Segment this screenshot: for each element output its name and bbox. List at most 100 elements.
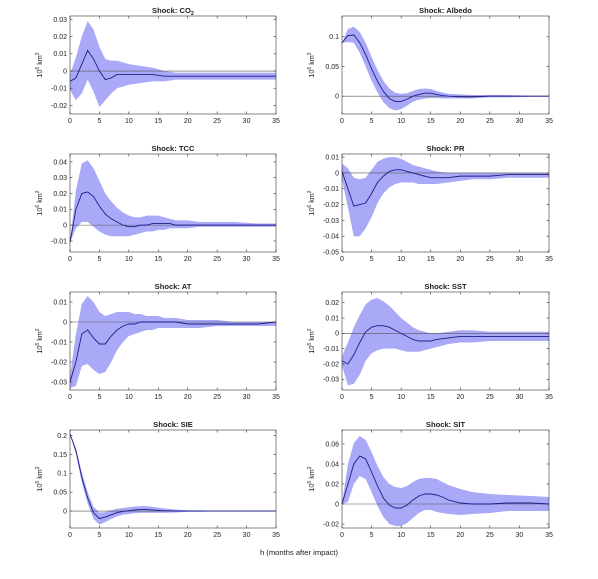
y-label-base: 10: [35, 208, 44, 216]
x-tick-label: 0: [340, 532, 344, 539]
panel-title-text: Shock: CO: [152, 6, 191, 15]
x-tick-label: 35: [272, 118, 280, 125]
y-tick-label: 0: [63, 508, 67, 515]
y-tick-label: 0.01: [53, 51, 67, 58]
axes-box: [69, 291, 277, 391]
x-tick-label: 5: [97, 118, 101, 125]
panel-4: 0 5 10 15 20 25 30 35-0.05-0.04-0.03-0.02-0.010…: [307, 144, 553, 263]
panel-title-text: Shock: SIE: [153, 420, 193, 429]
x-tick-label: 35: [272, 394, 280, 401]
panel-7: 0 5 10 15 20 25 30 35 0 0.05 0.1 0.15 0.2 Shock: SIE 1…: [35, 420, 280, 539]
y-tick-label: 0.06: [325, 441, 339, 448]
x-tick-label: 20: [184, 394, 192, 401]
y-tick-label: -0.01: [51, 238, 67, 245]
x-tick-label: 20: [456, 256, 464, 263]
irf-line: [69, 321, 277, 383]
y-axis-label: 106 km2: [307, 52, 316, 77]
confidence-band: [342, 26, 549, 111]
y-label-unit-exp: 2: [35, 52, 41, 55]
y-tick-label: 0.1: [57, 471, 67, 478]
y-label-exp: 6: [307, 205, 313, 208]
y-label-unit: km: [307, 55, 316, 67]
x-tick-label: 35: [545, 532, 553, 539]
x-tick-label: 5: [97, 532, 101, 539]
panel-title-text: Shock: SST: [424, 282, 467, 291]
x-tick-label: 30: [243, 256, 251, 263]
x-tick-label: 25: [213, 118, 221, 125]
x-tick-label: 15: [154, 394, 162, 401]
x-tick-label: 0: [68, 256, 72, 263]
y-tick-label: 0.01: [325, 315, 339, 322]
x-tick-label: 25: [486, 256, 494, 263]
panel-title-text: Shock: Albedo: [419, 6, 472, 15]
y-tick-label: -0.02: [51, 103, 67, 110]
y-label-base: 10: [307, 70, 316, 78]
x-tick-label: 5: [370, 394, 374, 401]
y-tick-label: -0.02: [323, 361, 339, 368]
x-tick-label: 30: [516, 118, 524, 125]
axes-box: [341, 15, 550, 115]
y-label-unit-exp: 2: [35, 190, 41, 193]
y-tick-label: 0.01: [53, 207, 67, 214]
x-tick-label: 10: [125, 118, 133, 125]
y-label-base: 10: [307, 208, 316, 216]
x-tick-label: 15: [154, 256, 162, 263]
y-label-exp: 6: [307, 343, 313, 346]
y-label-unit-exp: 2: [307, 52, 313, 55]
y-tick-label: -0.01: [323, 186, 339, 193]
axes-box: [341, 291, 550, 391]
x-tick-label: 35: [272, 256, 280, 263]
y-tick-label: -0.02: [323, 521, 339, 528]
y-tick-label: 0.02: [53, 191, 67, 198]
x-tick-label: 20: [456, 394, 464, 401]
y-axis-label: 106 km2: [35, 190, 44, 215]
y-tick-label: 0.01: [53, 299, 67, 306]
y-label-unit: km: [307, 331, 316, 343]
x-tick-label: 5: [370, 118, 374, 125]
y-label-exp: 6: [35, 343, 41, 346]
irf-line: [341, 169, 549, 207]
x-tick-label: 10: [125, 532, 133, 539]
y-tick-label: 0.03: [53, 17, 67, 24]
y-label-exp: 6: [35, 481, 41, 484]
y-label-unit-exp: 2: [307, 328, 313, 331]
y-tick-label: 0.01: [325, 155, 339, 162]
panel-title: Shock: SST: [424, 282, 467, 291]
x-tick-label: 20: [184, 118, 192, 125]
y-label-base: 10: [35, 70, 44, 78]
x-tick-label: 20: [456, 118, 464, 125]
irf-line: [69, 191, 276, 243]
y-tick-label: -0.02: [51, 359, 67, 366]
y-tick-label: -0.04: [323, 234, 339, 241]
y-label-exp: 6: [307, 481, 313, 484]
x-tick-label: 30: [243, 532, 251, 539]
y-label-unit: km: [35, 469, 44, 481]
y-label-unit: km: [35, 55, 44, 67]
y-label-base: 10: [35, 484, 44, 492]
figure-x-axis-label: h (months after impact): [259, 548, 339, 557]
confidence-band: [342, 436, 549, 526]
y-tick-label: 0.15: [53, 452, 67, 459]
confidence-band: [70, 160, 276, 243]
x-tick-label: 20: [456, 532, 464, 539]
y-tick-label: 0.03: [53, 175, 67, 182]
y-tick-label: 0: [63, 319, 67, 326]
x-tick-label: 5: [97, 256, 101, 263]
panel-title-text: Shock: PR: [427, 144, 465, 153]
irf-line: [341, 455, 550, 509]
y-axis-label: 106 km2: [35, 328, 44, 353]
irf-line: [341, 34, 549, 102]
y-axis-label: 106 km2: [307, 328, 316, 353]
panel-6: 0 5 10 15 20 25 30 35 -0.03 -0.02 -0.01 0 0.01 0.02 Sh…: [307, 282, 553, 401]
x-tick-label: 10: [397, 118, 405, 125]
x-tick-label: 0: [340, 118, 344, 125]
y-axis-label: 106 km2: [307, 190, 316, 215]
x-tick-label: 30: [243, 394, 251, 401]
y-tick-label: 0.04: [325, 461, 339, 468]
x-tick-label: 0: [68, 394, 72, 401]
x-tick-label: 10: [125, 256, 133, 263]
x-tick-label: 10: [397, 532, 405, 539]
panel-title: Shock: TCC: [151, 144, 195, 153]
axes-box: [69, 429, 277, 529]
